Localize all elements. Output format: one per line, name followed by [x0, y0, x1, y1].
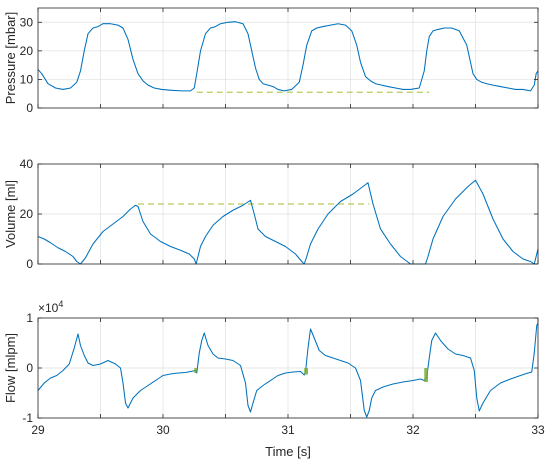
- flow-marker-rect: [304, 368, 308, 375]
- volume-series-line: [37, 179, 539, 265]
- volume-marks: [37, 179, 539, 265]
- flow-marker-rect: [194, 368, 197, 373]
- pressure-ytick-label: 10: [20, 72, 34, 86]
- pressure-ytick-label: 0: [26, 101, 33, 115]
- volume-ytick-label: 20: [20, 207, 34, 221]
- flow-ytick-label: -1: [22, 411, 33, 425]
- flow-ylabel: Flow [mlpm]: [3, 333, 18, 403]
- pressure-ylabel: Pressure [mbar]: [3, 12, 18, 104]
- pressure-ytick-label: 20: [20, 44, 34, 58]
- pressure-panel: 0 10 20 30 Pressure [mbar]: [3, 7, 539, 115]
- time-xlabel: Time [s]: [265, 444, 311, 459]
- flow-ticks: -1 0 1 29 30 31 32 33: [22, 311, 545, 437]
- flow-marker-rect: [424, 368, 428, 382]
- volume-ytick-label: 40: [20, 157, 34, 171]
- flow-y-exponent: ×104: [38, 299, 63, 315]
- exponent-power: 4: [58, 299, 63, 309]
- flow-series-line: [37, 322, 539, 418]
- pressure-grid: [37, 8, 539, 109]
- volume-panel: 0 20 40 Volume [ml]: [3, 157, 539, 271]
- pressure-ytick-label: 30: [20, 15, 34, 29]
- flow-ytick-label: 0: [26, 361, 33, 375]
- exponent-base: ×10: [38, 301, 59, 315]
- volume-ylabel: Volume [ml]: [3, 180, 18, 248]
- flow-panel: -1 0 1 29 30 31 32 33 Flow [mlpm] ×104 Time [s]: [3, 299, 545, 459]
- flow-xtick-label: 33: [531, 423, 545, 437]
- flow-xtick-label: 32: [406, 423, 420, 437]
- flow-grid: [37, 317, 539, 419]
- flow-ytick-label: 1: [26, 311, 33, 325]
- flow-xtick-label: 29: [31, 423, 45, 437]
- flow-xtick-label: 30: [156, 423, 170, 437]
- flow-marks: [37, 322, 539, 418]
- volume-ticks: 0 20 40: [20, 157, 539, 271]
- flow-xtick-label: 31: [281, 423, 295, 437]
- volume-ytick-label: 0: [26, 257, 33, 271]
- pressure-marks: [37, 21, 539, 93]
- pressure-series-line: [37, 21, 539, 92]
- svg-text:×104: ×104: [38, 299, 63, 315]
- pressure-ticks: 0 10 20 30: [20, 8, 539, 115]
